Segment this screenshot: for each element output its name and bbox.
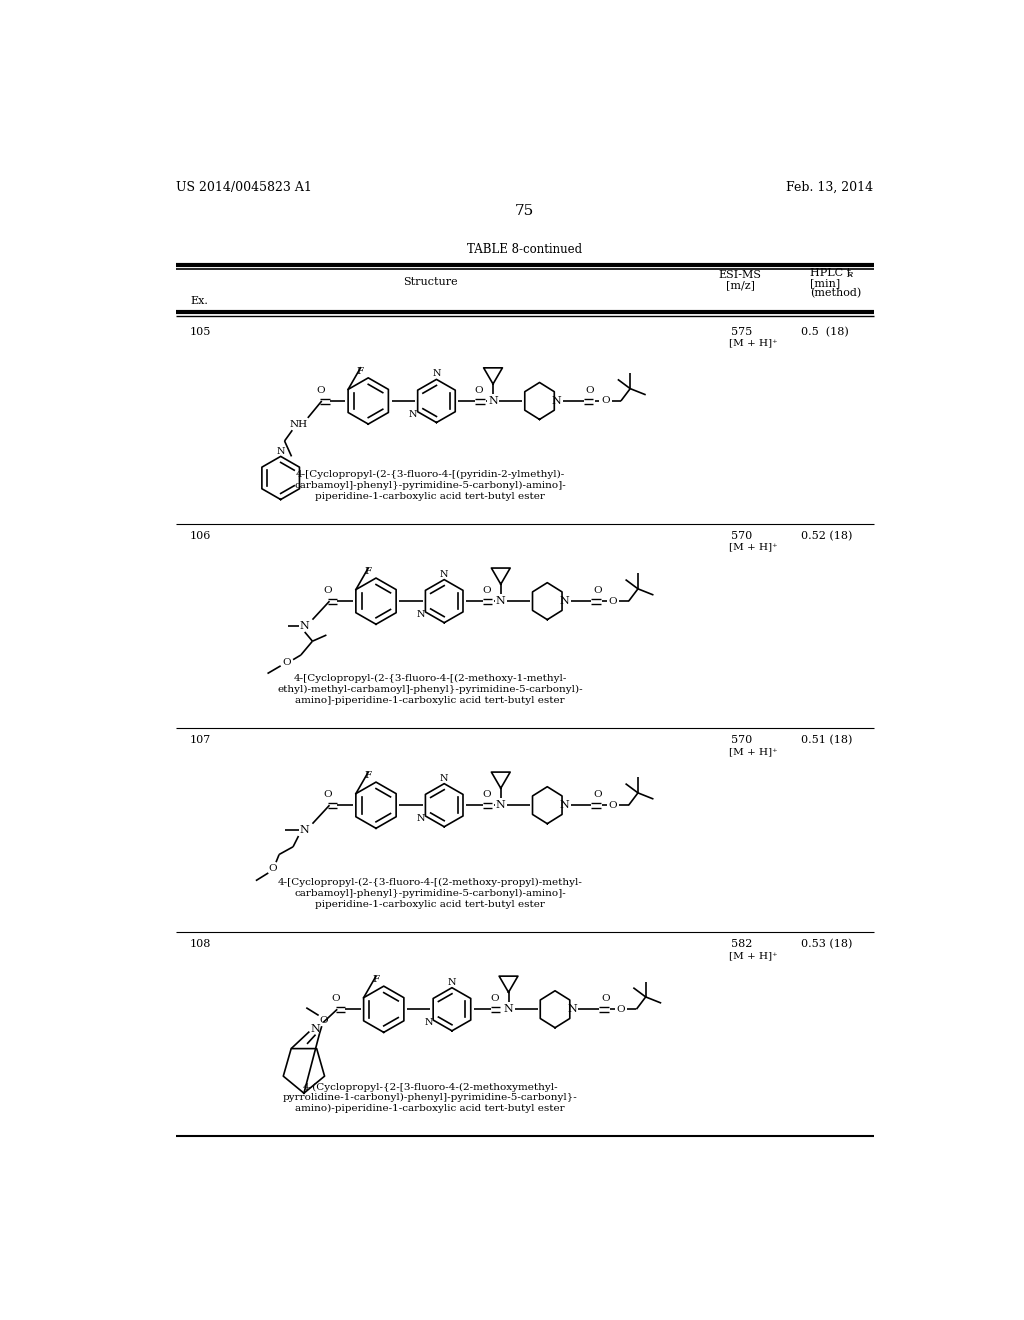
Text: N: N — [440, 570, 449, 578]
Text: N: N — [440, 774, 449, 783]
Text: ESI-MS: ESI-MS — [719, 271, 762, 280]
Text: [M + H]⁺: [M + H]⁺ — [729, 747, 777, 756]
Text: [M + H]⁺: [M + H]⁺ — [729, 543, 777, 552]
Text: O: O — [315, 385, 325, 395]
Text: N: N — [504, 1005, 513, 1014]
Text: O: O — [616, 1005, 626, 1014]
Text: O: O — [482, 789, 492, 799]
Text: 570: 570 — [731, 735, 753, 744]
Text: ethyl)-methyl-carbamoyl]-phenyl}-pyrimidine-5-carbonyl)-: ethyl)-methyl-carbamoyl]-phenyl}-pyrimid… — [278, 685, 583, 694]
Text: N: N — [300, 620, 309, 631]
Text: N: N — [417, 814, 425, 824]
Text: [M + H]⁺: [M + H]⁺ — [729, 950, 777, 960]
Text: N: N — [496, 597, 506, 606]
Text: 4-(Cyclopropyl-{2-[3-fluoro-4-(2-methoxymethyl-: 4-(Cyclopropyl-{2-[3-fluoro-4-(2-methoxy… — [302, 1082, 558, 1092]
Text: pyrrolidine-1-carbonyl)-phenyl]-pyrimidine-5-carbonyl}-: pyrrolidine-1-carbonyl)-phenyl]-pyrimidi… — [283, 1093, 578, 1102]
Text: N: N — [300, 825, 309, 834]
Text: 582: 582 — [731, 939, 753, 949]
Text: O: O — [332, 994, 340, 1003]
Text: piperidine-1-carboxylic acid tert-butyl ester: piperidine-1-carboxylic acid tert-butyl … — [315, 492, 545, 500]
Text: 4-[Cyclopropyl-(2-{3-fluoro-4-[(pyridin-2-ylmethyl)-: 4-[Cyclopropyl-(2-{3-fluoro-4-[(pyridin-… — [296, 470, 565, 479]
Text: O: O — [475, 385, 483, 395]
Text: N: N — [552, 396, 561, 407]
Text: N: N — [567, 1005, 577, 1014]
Text: N: N — [488, 396, 498, 407]
Text: O: O — [324, 586, 332, 595]
Text: N: N — [417, 610, 425, 619]
Text: 106: 106 — [190, 531, 211, 541]
Text: TABLE 8-continued: TABLE 8-continued — [467, 243, 583, 256]
Text: 0.5  (18): 0.5 (18) — [801, 326, 849, 337]
Text: carbamoyl]-phenyl}-pyrimidine-5-carbonyl)-amino]-: carbamoyl]-phenyl}-pyrimidine-5-carbonyl… — [294, 890, 566, 898]
Text: O: O — [490, 994, 499, 1003]
Text: amino]-piperidine-1-carboxylic acid tert-butyl ester: amino]-piperidine-1-carboxylic acid tert… — [296, 696, 565, 705]
Text: N: N — [496, 800, 506, 810]
Text: 570: 570 — [731, 531, 753, 541]
Text: 108: 108 — [190, 939, 211, 949]
Text: O: O — [609, 597, 617, 606]
Text: N: N — [409, 411, 417, 418]
Text: 0.53 (18): 0.53 (18) — [801, 939, 852, 949]
Text: F: F — [365, 568, 372, 577]
Text: O: O — [601, 994, 609, 1003]
Text: 0.52 (18): 0.52 (18) — [801, 531, 852, 541]
Text: N: N — [424, 1018, 433, 1027]
Text: 575: 575 — [731, 326, 753, 337]
Text: Structure: Structure — [402, 277, 458, 286]
Text: [M + H]⁺: [M + H]⁺ — [729, 339, 777, 347]
Text: piperidine-1-carboxylic acid tert-butyl ester: piperidine-1-carboxylic acid tert-butyl … — [315, 900, 545, 909]
Text: O: O — [319, 1015, 328, 1024]
Text: (method): (method) — [810, 288, 861, 298]
Text: O: O — [268, 863, 278, 873]
Text: Ex.: Ex. — [190, 296, 208, 306]
Text: carbamoyl]-phenyl}-pyrimidine-5-carbonyl)-amino]-: carbamoyl]-phenyl}-pyrimidine-5-carbonyl… — [294, 480, 566, 490]
Text: O: O — [609, 801, 617, 809]
Text: 105: 105 — [190, 326, 211, 337]
Text: N: N — [432, 370, 440, 379]
Text: F: F — [365, 771, 372, 780]
Text: HPLC t: HPLC t — [810, 268, 851, 279]
Text: O: O — [324, 789, 332, 799]
Text: N: N — [310, 1023, 321, 1034]
Text: 4-[Cyclopropyl-(2-{3-fluoro-4-[(2-methoxy-propyl)-methyl-: 4-[Cyclopropyl-(2-{3-fluoro-4-[(2-methox… — [278, 878, 583, 887]
Text: O: O — [593, 789, 602, 799]
Text: O: O — [482, 586, 492, 595]
Text: [min]: [min] — [810, 279, 841, 288]
Text: amino)-piperidine-1-carboxylic acid tert-butyl ester: amino)-piperidine-1-carboxylic acid tert… — [296, 1104, 565, 1113]
Text: Feb. 13, 2014: Feb. 13, 2014 — [786, 181, 873, 194]
Text: F: F — [373, 975, 380, 985]
Text: N: N — [559, 597, 569, 606]
Text: O: O — [601, 396, 609, 405]
Text: 107: 107 — [190, 735, 211, 744]
Text: N: N — [276, 446, 285, 455]
Text: NH: NH — [290, 420, 307, 429]
Text: [m/z]: [m/z] — [726, 280, 755, 290]
Text: O: O — [593, 586, 602, 595]
Text: 75: 75 — [515, 203, 535, 218]
Text: 0.51 (18): 0.51 (18) — [801, 735, 852, 744]
Text: F: F — [357, 367, 365, 376]
Text: N: N — [559, 800, 569, 810]
Text: O: O — [586, 385, 594, 395]
Text: 4-[Cyclopropyl-(2-{3-fluoro-4-[(2-methoxy-1-methyl-: 4-[Cyclopropyl-(2-{3-fluoro-4-[(2-methox… — [294, 675, 567, 684]
Text: N: N — [447, 978, 457, 987]
Text: US 2014/0045823 A1: US 2014/0045823 A1 — [176, 181, 312, 194]
Text: R: R — [847, 272, 853, 280]
Text: O: O — [283, 659, 291, 667]
